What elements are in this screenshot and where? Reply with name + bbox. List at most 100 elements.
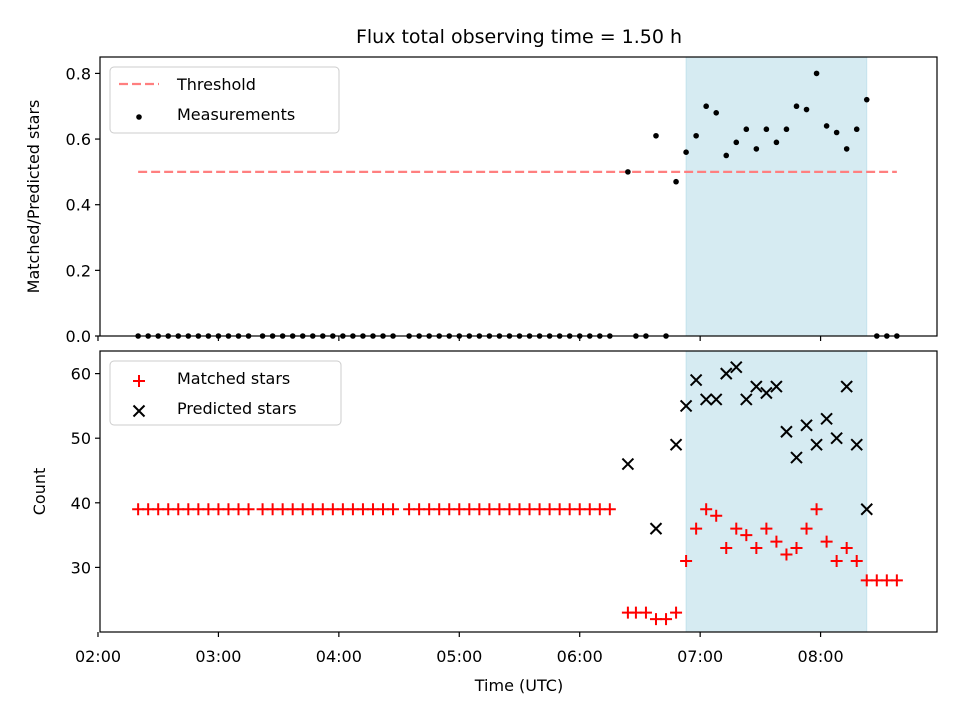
data-point xyxy=(326,503,339,516)
data-point xyxy=(830,431,843,445)
data-point xyxy=(493,503,506,516)
x-tick-label: 07:00 xyxy=(677,647,723,666)
data-point xyxy=(803,106,810,113)
data-point xyxy=(770,535,783,548)
data-point xyxy=(700,503,713,516)
x-tick-label: 08:00 xyxy=(798,647,844,666)
axes-frame xyxy=(99,350,938,633)
data-point xyxy=(453,503,466,516)
x-tick-label: 02:00 xyxy=(75,647,121,666)
data-point xyxy=(142,503,155,516)
x-tick-label: 06:00 xyxy=(557,647,603,666)
data-point xyxy=(433,503,446,516)
data-point xyxy=(649,613,662,626)
data-point xyxy=(443,503,456,516)
data-point xyxy=(669,438,683,451)
data-point xyxy=(346,503,359,516)
legend-predicted-swatch xyxy=(132,404,146,418)
data-point xyxy=(699,393,713,406)
data-point xyxy=(863,96,870,103)
data-point xyxy=(740,393,753,406)
data-point xyxy=(850,438,863,451)
data-point xyxy=(316,503,329,516)
data-point xyxy=(356,503,369,516)
legend-label: Matched stars xyxy=(177,369,290,388)
data-point xyxy=(743,126,750,133)
x-tick-label: 05:00 xyxy=(436,647,482,666)
data-point xyxy=(152,503,165,516)
y-tick-label: 0.4 xyxy=(66,196,91,215)
data-point xyxy=(296,503,309,516)
data-point xyxy=(820,412,833,426)
data-point xyxy=(860,574,873,587)
y-axis-title: Count xyxy=(30,468,49,516)
y-tick-label: 40 xyxy=(71,494,91,513)
data-point xyxy=(843,146,850,152)
x-tick-label: 03:00 xyxy=(195,647,241,666)
data-point xyxy=(830,554,843,567)
data-point xyxy=(683,149,689,155)
data-point xyxy=(760,386,773,400)
data-point xyxy=(790,542,803,555)
top-panel-ratio: 0.0 0.2 0.4 0.6 0.8 Matched/Predicted stars Th… xyxy=(24,56,938,346)
data-point xyxy=(693,132,699,139)
data-point xyxy=(680,554,693,567)
data-point xyxy=(286,503,299,516)
data-point xyxy=(172,503,185,516)
data-point xyxy=(853,126,860,133)
y-axis-title: Matched/Predicted stars xyxy=(24,100,43,294)
data-point xyxy=(543,503,556,516)
data-point xyxy=(625,169,631,175)
data-point xyxy=(679,399,693,413)
data-point xyxy=(760,522,773,535)
data-point xyxy=(266,503,279,516)
data-point xyxy=(621,457,635,471)
data-point xyxy=(503,503,516,516)
legend-measurements-swatch xyxy=(136,114,142,120)
legend-box xyxy=(109,66,340,134)
data-point xyxy=(790,451,803,464)
data-point xyxy=(810,438,823,451)
data-point xyxy=(423,503,436,516)
y-tick-label: 0.8 xyxy=(66,64,91,83)
data-point xyxy=(720,542,733,555)
data-point xyxy=(890,574,903,587)
data-point xyxy=(723,152,730,159)
legend: Threshold Measurements xyxy=(109,66,340,134)
data-point xyxy=(593,503,606,516)
data-point xyxy=(713,110,720,116)
data-point xyxy=(670,606,683,619)
data-point xyxy=(182,503,195,516)
data-point xyxy=(523,503,536,516)
data-point xyxy=(232,503,245,516)
data-point xyxy=(660,613,673,626)
data-point xyxy=(413,503,426,516)
y-tick-label: 0.6 xyxy=(66,130,91,149)
legend-matched-swatch xyxy=(133,375,145,387)
data-point xyxy=(763,126,770,133)
data-point xyxy=(483,503,496,516)
data-point xyxy=(202,503,215,516)
legend-label: Measurements xyxy=(177,105,295,124)
data-point xyxy=(306,503,319,516)
data-point xyxy=(800,419,813,432)
legend-label: Threshold xyxy=(176,75,256,94)
y-tick-label: 30 xyxy=(71,558,91,577)
data-point xyxy=(840,380,853,393)
data-point xyxy=(276,503,289,516)
data-point xyxy=(740,529,753,542)
data-point xyxy=(639,606,652,619)
data-point xyxy=(473,503,486,516)
data-point xyxy=(690,522,703,535)
data-point xyxy=(463,503,476,516)
data-point xyxy=(653,132,659,139)
data-point xyxy=(820,535,833,548)
series-matched-stars xyxy=(132,503,903,626)
data-point xyxy=(703,103,709,110)
data-point xyxy=(533,503,546,516)
data-point xyxy=(132,503,145,516)
data-point xyxy=(823,123,830,129)
data-point xyxy=(783,126,790,133)
data-point xyxy=(850,554,863,567)
